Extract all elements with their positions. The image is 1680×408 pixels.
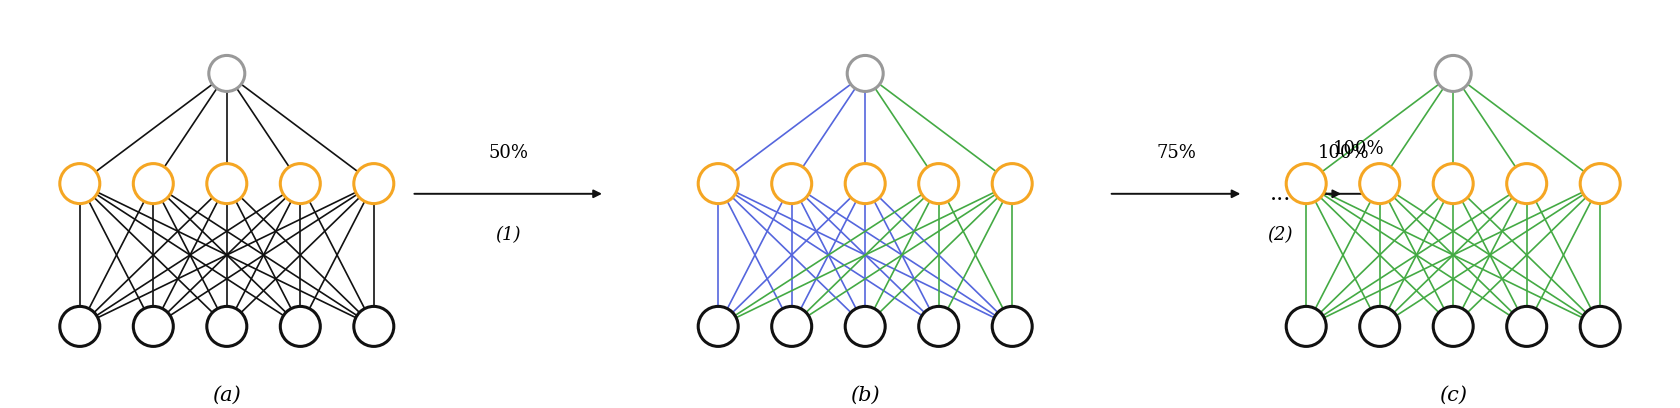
Ellipse shape (919, 164, 959, 204)
Ellipse shape (771, 164, 811, 204)
Ellipse shape (354, 164, 393, 204)
Text: 100%: 100% (1332, 140, 1384, 158)
Ellipse shape (354, 306, 393, 346)
Ellipse shape (919, 306, 959, 346)
Ellipse shape (1581, 164, 1620, 204)
Ellipse shape (133, 306, 173, 346)
Ellipse shape (1359, 306, 1399, 346)
Ellipse shape (60, 306, 99, 346)
Ellipse shape (207, 164, 247, 204)
Ellipse shape (1433, 306, 1473, 346)
Text: (a): (a) (212, 386, 242, 405)
Ellipse shape (208, 55, 245, 91)
Ellipse shape (207, 306, 247, 346)
Ellipse shape (133, 164, 173, 204)
Ellipse shape (993, 306, 1032, 346)
Ellipse shape (699, 164, 738, 204)
Ellipse shape (1581, 306, 1620, 346)
Ellipse shape (281, 306, 321, 346)
Ellipse shape (1507, 306, 1547, 346)
Text: 75%: 75% (1156, 144, 1196, 162)
Ellipse shape (993, 164, 1032, 204)
Text: 100%: 100% (1319, 144, 1369, 162)
Text: 50%: 50% (489, 144, 528, 162)
Ellipse shape (1433, 164, 1473, 204)
Ellipse shape (1287, 164, 1326, 204)
Ellipse shape (1359, 164, 1399, 204)
Ellipse shape (845, 306, 885, 346)
Ellipse shape (771, 306, 811, 346)
Text: (c): (c) (1440, 386, 1467, 405)
Ellipse shape (281, 164, 321, 204)
Ellipse shape (1507, 164, 1547, 204)
Text: (1): (1) (496, 226, 521, 244)
Ellipse shape (60, 164, 99, 204)
Ellipse shape (847, 55, 884, 91)
Ellipse shape (699, 306, 738, 346)
Text: (b): (b) (850, 386, 880, 405)
Ellipse shape (1287, 306, 1326, 346)
Ellipse shape (1435, 55, 1472, 91)
Text: ...: ... (1270, 183, 1290, 205)
Ellipse shape (845, 164, 885, 204)
Text: (2): (2) (1267, 226, 1294, 244)
